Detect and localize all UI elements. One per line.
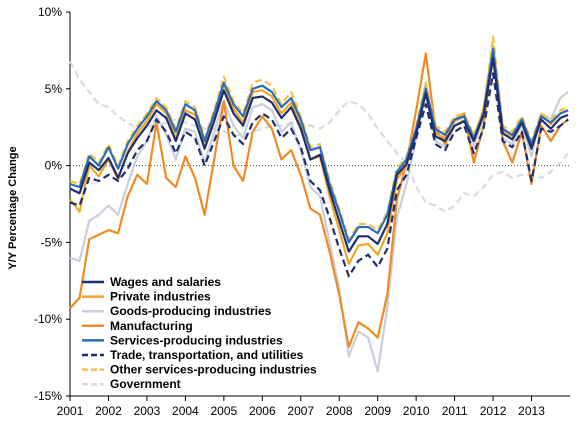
y-tick-label: 10%: [38, 5, 62, 19]
legend-label: Services-producing industries: [110, 333, 283, 347]
legend-label: Manufacturing: [110, 319, 193, 333]
y-tick-label: 0%: [45, 159, 63, 173]
legend-label: Trade, transportation, and utilities: [110, 348, 304, 362]
y-axis-title: Y/Y Percentage Change: [7, 146, 19, 269]
x-tick-label: 2005: [210, 404, 237, 418]
x-tick-label: 2004: [172, 404, 199, 418]
x-tick-label: 2009: [364, 404, 391, 418]
x-tick-label: 2006: [249, 404, 276, 418]
axes: 10% 5% 0% -5% -10% -15%2001 2002 2003 2004 2005 20…: [34, 5, 570, 418]
x-tick-label: 2002: [95, 404, 122, 418]
y-tick-label: -10%: [34, 312, 62, 326]
x-tick-label: 2007: [287, 404, 314, 418]
legend-label: Goods-producing industries: [110, 304, 272, 318]
y-tick-label: 5%: [45, 82, 63, 96]
y-tick-label: -5%: [41, 235, 63, 249]
series-line-wages-and-salaries: [69, 57, 569, 253]
x-tick-label: 2013: [518, 404, 545, 418]
x-tick-label: 2010: [403, 404, 430, 418]
x-tick-label: 2008: [326, 404, 353, 418]
legend-label: Private industries: [110, 290, 211, 304]
x-tick-label: 2001: [57, 404, 84, 418]
legend-label: Other services-producing industries: [110, 363, 317, 377]
x-tick-label: 2012: [480, 404, 507, 418]
x-tick-label: 2011: [442, 404, 468, 418]
legend-label: Government: [110, 377, 181, 391]
legend-label: Wages and salaries: [110, 275, 221, 289]
x-tick-label: 2003: [134, 404, 161, 418]
series-line-trade-transportation-and-utilities: [69, 72, 569, 278]
series-layer: [69, 35, 569, 373]
y-tick-label: -15%: [34, 389, 62, 403]
